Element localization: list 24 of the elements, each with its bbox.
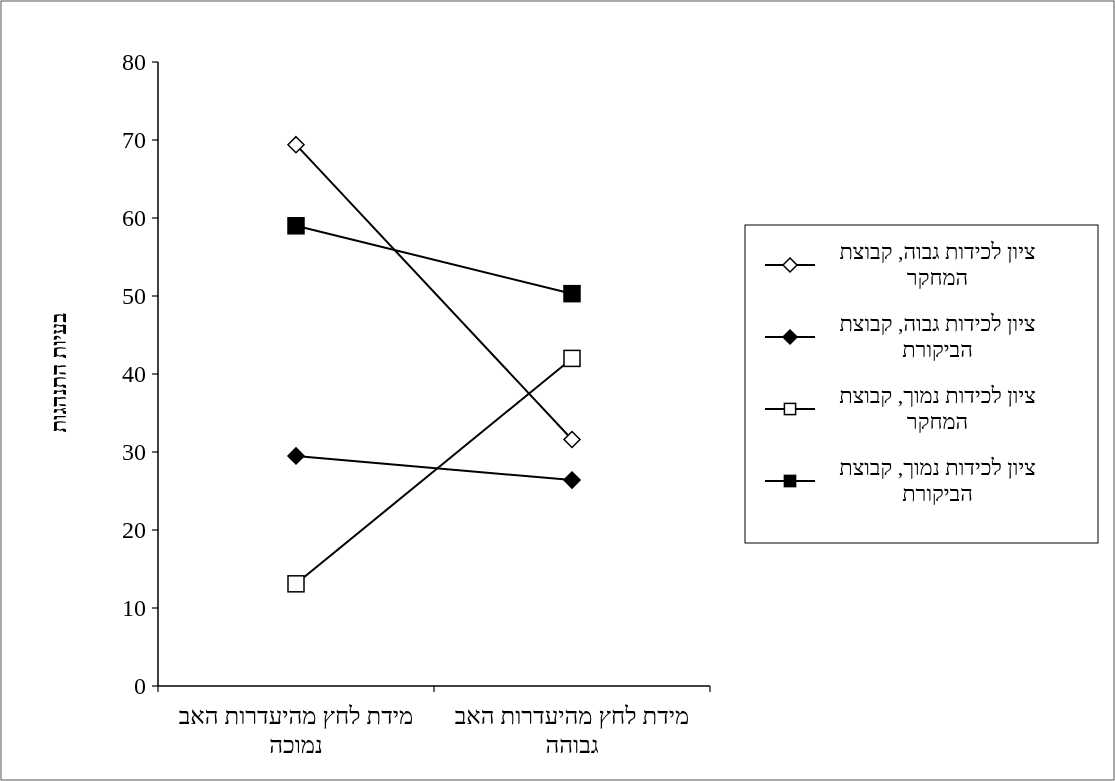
y-tick-label: 10: [122, 595, 146, 621]
point: [287, 447, 305, 465]
y-axis-title: בעיות התנהגות: [47, 311, 73, 435]
legend-label: ציון לכידות נמוך, קבוצת הביקורת: [838, 455, 1037, 508]
y-tick-label: 70: [122, 127, 146, 153]
point: [287, 217, 305, 235]
legend-label: ציון לכידות נמוך, קבוצת המחקר: [838, 383, 1037, 436]
x-tick-label: מידת לחץ מהיעדרות האב גבוהה: [453, 702, 691, 760]
point: [287, 575, 305, 593]
y-tick-label: 40: [122, 361, 146, 387]
point: [563, 471, 581, 489]
y-tick-label: 30: [122, 439, 146, 465]
point: [563, 284, 581, 303]
x-tick-label: מידת לחץ מהיעדרות האב נמוכה: [177, 702, 415, 760]
point: [563, 430, 581, 449]
y-tick-label: 60: [122, 205, 146, 231]
y-tick-label: 50: [122, 283, 146, 309]
legend-label: ציון לכידות גבוה, קבוצת המחקר: [838, 239, 1037, 292]
legend-label: ציון לכידות גבוה, קבוצת הביקורת: [838, 311, 1037, 364]
y-tick-label: 0: [134, 673, 146, 699]
y-tick-label: 20: [122, 517, 146, 543]
point: [287, 135, 305, 154]
y-tick-label: 80: [122, 49, 146, 75]
point: [563, 349, 581, 368]
